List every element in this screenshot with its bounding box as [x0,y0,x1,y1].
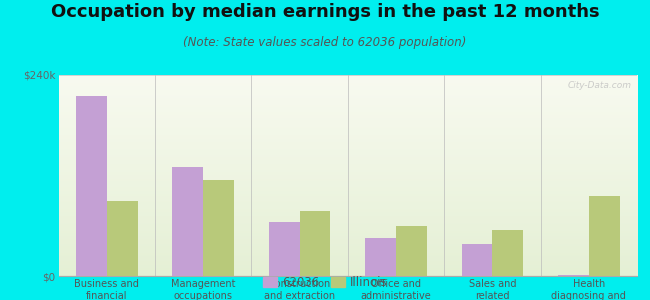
Bar [107,201,138,276]
Bar [76,96,107,276]
Bar [365,238,396,276]
Text: Business and
financial
operations
occupations: Business and financial operations occupa… [74,279,139,300]
Bar [589,196,619,276]
Legend: 62036, Illinois: 62036, Illinois [258,272,392,294]
Text: City-Data.com: City-Data.com [567,81,631,90]
Text: Sales and
related
occupations: Sales and related occupations [463,279,522,300]
Bar [203,180,234,276]
Bar [493,230,523,276]
Bar [172,167,203,276]
Text: Management
occupations: Management occupations [171,279,235,300]
Text: Office and
administrative
support
occupations: Office and administrative support occupa… [361,279,432,300]
Bar [268,222,300,276]
Bar [462,244,492,276]
Text: Occupation by median earnings in the past 12 months: Occupation by median earnings in the pas… [51,3,599,21]
Bar [558,275,589,276]
Text: Construction
and extraction
occupations: Construction and extraction occupations [264,279,335,300]
Text: Health
diagnosing and
treating
practitioners
and other
technical
occupations: Health diagnosing and treating practitio… [551,279,626,300]
Bar [300,211,330,276]
Text: (Note: State values scaled to 62036 population): (Note: State values scaled to 62036 popu… [183,36,467,49]
Bar [396,226,427,276]
